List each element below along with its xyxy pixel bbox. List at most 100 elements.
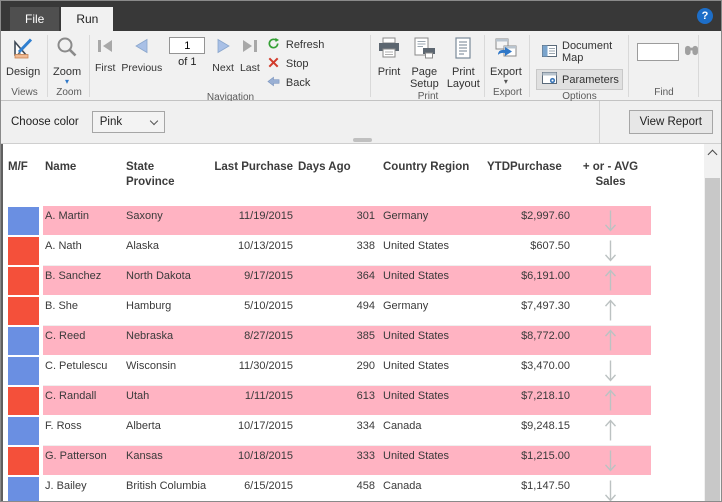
print-button[interactable]: Print bbox=[373, 33, 405, 78]
next-label: Next bbox=[212, 62, 234, 74]
help-icon[interactable]: ? bbox=[697, 8, 713, 24]
tab-run[interactable]: Run bbox=[61, 7, 114, 31]
table-row: A. Martin Saxony 11/19/2015 301 Germany … bbox=[3, 206, 721, 236]
ribbon-group-print: Print Page Setup bbox=[371, 31, 485, 102]
previous-button[interactable]: Previous bbox=[118, 33, 165, 74]
page-setup-button[interactable]: Page Setup bbox=[405, 33, 444, 90]
color-select[interactable]: Pink bbox=[91, 111, 165, 133]
cell-name: C. Randall bbox=[45, 390, 97, 402]
cell-ytd-purchase: $1,147.50 bbox=[521, 480, 570, 492]
ribbon-filler bbox=[699, 31, 721, 100]
print-label: Print bbox=[377, 66, 401, 78]
find-input[interactable] bbox=[637, 43, 679, 61]
scrollbar-thumb[interactable] bbox=[705, 178, 720, 501]
back-button[interactable]: Back bbox=[267, 75, 325, 91]
gender-color-block bbox=[8, 327, 39, 355]
parameter-bar: Choose color Pink View Report bbox=[1, 101, 721, 144]
cell-ytd-purchase: $607.50 bbox=[530, 240, 570, 252]
next-button[interactable]: Next bbox=[209, 33, 237, 74]
ribbon-group-views: Design Views bbox=[1, 31, 48, 100]
table-row: B. Sanchez North Dakota 9/17/2015 364 Un… bbox=[3, 266, 721, 296]
document-map-icon bbox=[542, 44, 557, 60]
previous-label: Previous bbox=[121, 62, 163, 74]
gender-cell bbox=[8, 447, 39, 475]
export-button[interactable]: Export ▾ bbox=[487, 33, 525, 86]
cell-state-province: Wisconsin bbox=[126, 360, 177, 372]
cell-ytd-purchase: $3,470.00 bbox=[521, 360, 570, 372]
row-band: F. Ross Alberta 10/17/2015 334 Canada $9… bbox=[43, 416, 651, 446]
chevron-down-icon: ▾ bbox=[503, 77, 508, 86]
arrow-down-icon bbox=[603, 238, 618, 263]
cell-country-region: United States bbox=[383, 270, 450, 282]
cell-days-ago: 338 bbox=[356, 240, 375, 252]
cell-ytd-purchase: $7,497.30 bbox=[521, 300, 570, 312]
zoom-button[interactable]: Zoom ▾ bbox=[50, 33, 84, 86]
design-button[interactable]: Design bbox=[3, 33, 43, 78]
cell-country-region: United States bbox=[383, 360, 450, 372]
gender-cell bbox=[8, 267, 39, 295]
document-map-toggle[interactable]: Document Map bbox=[536, 37, 623, 67]
gender-color-block bbox=[8, 387, 39, 415]
arrow-up-icon bbox=[603, 418, 618, 443]
page-number-group: of 1 bbox=[165, 33, 209, 68]
gender-cell bbox=[8, 207, 39, 235]
splitter-grip[interactable] bbox=[353, 138, 372, 142]
header-days-ago: Days Ago bbox=[298, 161, 351, 173]
cell-country-region: Germany bbox=[383, 210, 429, 222]
print-layout-button[interactable]: Print Layout bbox=[444, 33, 483, 90]
header-country-region: Country Region bbox=[383, 161, 470, 173]
vertical-scrollbar[interactable] bbox=[704, 144, 721, 501]
cell-state-province: Nebraska bbox=[126, 330, 174, 342]
header-mf: M/F bbox=[8, 161, 28, 173]
header-state-province: State Province bbox=[126, 160, 208, 206]
back-icon bbox=[267, 75, 280, 91]
cell-name: B. She bbox=[45, 300, 79, 312]
cell-last-purchase: 11/19/2015 bbox=[238, 210, 293, 222]
chevron-down-icon: ▾ bbox=[65, 77, 70, 86]
tab-file[interactable]: File bbox=[10, 7, 60, 31]
stop-button[interactable]: Stop bbox=[267, 56, 325, 72]
last-button[interactable]: Last bbox=[237, 33, 263, 74]
cell-days-ago: 613 bbox=[356, 390, 375, 402]
page-setup-icon bbox=[411, 36, 437, 63]
row-band: B. She Hamburg 5/10/2015 494 Germany $7,… bbox=[43, 296, 651, 326]
cell-name: J. Bailey bbox=[45, 480, 87, 492]
cell-ytd-purchase: $9,248.15 bbox=[521, 420, 570, 432]
table-row: J. Bailey British Columbia 6/15/2015 458… bbox=[3, 476, 721, 502]
header-ytd-purchase: YTDPurchase bbox=[487, 161, 562, 173]
refresh-label: Refresh bbox=[285, 39, 325, 51]
cell-trend bbox=[570, 358, 651, 383]
scroll-up-button[interactable] bbox=[704, 144, 721, 161]
cell-trend bbox=[570, 328, 651, 353]
cell-last-purchase: 11/30/2015 bbox=[238, 360, 293, 372]
refresh-button[interactable]: Refresh bbox=[267, 37, 325, 53]
gender-color-block bbox=[8, 207, 39, 235]
cell-country-region: Germany bbox=[383, 300, 429, 312]
cell-country-region: Canada bbox=[383, 420, 422, 432]
gender-cell bbox=[8, 297, 39, 325]
binoculars-icon bbox=[684, 43, 699, 61]
cell-trend bbox=[570, 238, 651, 263]
cell-days-ago: 333 bbox=[356, 450, 375, 462]
table-row: A. Nath Alaska 10/13/2015 338 United Sta… bbox=[3, 236, 721, 266]
gender-color-block bbox=[8, 357, 39, 385]
ribbon-group-options: Document Map Parameters Options bbox=[530, 31, 629, 102]
header-last-purchase: Last Purchase bbox=[214, 161, 293, 173]
first-button[interactable]: First bbox=[92, 33, 118, 74]
parameters-toggle[interactable]: Parameters bbox=[536, 69, 623, 90]
gender-cell bbox=[8, 417, 39, 445]
page-number-input[interactable] bbox=[169, 37, 206, 54]
cell-ytd-purchase: $8,772.00 bbox=[521, 330, 570, 342]
group-label-print: Print bbox=[417, 91, 439, 102]
cell-state-province: Alberta bbox=[126, 420, 161, 432]
ribbon-group-find: Find bbox=[629, 31, 699, 100]
page-setup-label: Page Setup bbox=[409, 66, 439, 90]
group-label-find: Find bbox=[654, 87, 674, 98]
arrow-down-icon bbox=[603, 478, 618, 502]
cell-name: A. Martin bbox=[45, 210, 90, 222]
cell-days-ago: 364 bbox=[356, 270, 375, 282]
gender-cell bbox=[8, 327, 39, 355]
cell-state-province: North Dakota bbox=[126, 270, 191, 282]
view-report-button[interactable]: View Report bbox=[628, 110, 713, 134]
cell-days-ago: 458 bbox=[356, 480, 375, 492]
